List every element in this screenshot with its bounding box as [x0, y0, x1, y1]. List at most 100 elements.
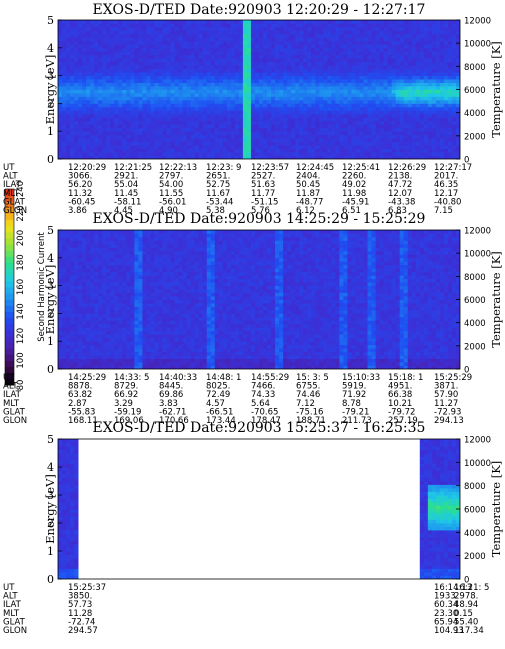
heatmap-cell: [343, 89, 348, 94]
heatmap-cell: [58, 257, 63, 262]
heatmap-cell: [182, 37, 188, 42]
heatmap-cell: [86, 282, 91, 287]
heatmap-cell: [94, 257, 99, 262]
heatmap-cell: [118, 120, 123, 125]
heatmap-cell: [379, 23, 385, 28]
heatmap-cell: [447, 106, 453, 111]
heatmap-cell: [66, 306, 71, 311]
heatmap-cell: [134, 268, 139, 273]
heatmap-cell: [351, 30, 356, 35]
heatmap-cell: [130, 236, 135, 241]
heatmap-cell: [202, 37, 208, 42]
heatmap-cell: [150, 44, 155, 49]
heatmap-cell: [339, 72, 344, 77]
heatmap-cell: [355, 155, 360, 159]
heatmap-cell: [415, 65, 421, 70]
heatmap-cell: [363, 155, 368, 159]
heatmap-cell: [447, 152, 453, 156]
heatmap-cell: [263, 103, 268, 108]
heatmap-cell: [355, 82, 360, 87]
heatmap-cell: [423, 113, 429, 118]
heatmap-cell: [238, 99, 244, 104]
heatmap-cell: [58, 296, 63, 300]
ephemeris-value: 56.20: [68, 180, 92, 190]
heatmap-cell: [114, 240, 119, 245]
heatmap-cell: [162, 72, 167, 77]
heatmap-cell: [299, 141, 304, 146]
heatmap-cell: [142, 313, 147, 318]
heatmap-cell: [315, 20, 320, 24]
heatmap-cell: [58, 106, 63, 111]
heatmap-cell: [190, 79, 196, 83]
heatmap-cell: [399, 113, 405, 118]
heatmap-cell: [371, 113, 376, 118]
heatmap-cell: [443, 134, 449, 139]
heatmap-cell: [82, 148, 87, 153]
heatmap-cell: [210, 47, 216, 52]
heatmap-cell: [359, 117, 364, 122]
heatmap-cell: [222, 134, 228, 139]
heatmap-cell: [94, 292, 99, 297]
heatmap-cell: [271, 131, 276, 136]
heatmap-cell: [190, 148, 196, 153]
heatmap-cell: [275, 148, 280, 153]
heatmap-cell: [198, 103, 204, 108]
colorbar-tick-label: 160: [16, 279, 26, 295]
heatmap-cell: [271, 106, 276, 111]
heatmap-cell: [134, 61, 139, 66]
heatmap-cell: [371, 145, 376, 149]
heatmap-cell: [94, 236, 99, 241]
heatmap-cell: [90, 51, 95, 56]
heatmap-cell: [259, 82, 264, 87]
heatmap-cell: [134, 316, 139, 321]
heatmap-cell: [170, 134, 175, 139]
heatmap-cell: [158, 134, 163, 139]
heatmap-cell: [439, 106, 445, 111]
heatmap-cell: [383, 145, 389, 149]
heatmap-cell: [351, 127, 356, 132]
heatmap-cell: [335, 54, 340, 59]
heatmap-cell: [343, 106, 348, 111]
heatmap-cell: [263, 23, 268, 28]
heatmap-cell: [110, 323, 115, 328]
heatmap-cell: [126, 61, 131, 66]
heatmap-cell: [303, 33, 308, 38]
heatmap-cell: [275, 68, 280, 73]
heatmap-cell: [351, 58, 356, 63]
heatmap-cell: [367, 110, 372, 115]
heatmap-cell: [271, 152, 276, 156]
heatmap-cell: [186, 99, 192, 104]
heatmap-cell: [70, 72, 75, 77]
heatmap-cell: [423, 75, 429, 80]
heatmap-cell: [267, 65, 272, 70]
heatmap-cell: [443, 124, 449, 129]
heatmap-cell: [130, 341, 135, 346]
heatmap-cell: [371, 99, 376, 104]
heatmap-cell: [126, 268, 131, 273]
heatmap-cell: [114, 289, 119, 293]
heatmap-cell: [259, 47, 264, 52]
heatmap-cell: [106, 292, 111, 297]
heatmap-cell: [246, 58, 252, 63]
heatmap-cell: [210, 26, 216, 31]
heatmap-cell: [110, 271, 115, 276]
heatmap-cell: [190, 99, 196, 104]
heatmap-cell: [186, 92, 192, 97]
heatmap-cell: [238, 44, 244, 49]
heatmap-cell: [343, 30, 348, 35]
heatmap-cell: [122, 37, 127, 42]
heatmap-cell: [315, 51, 320, 56]
heatmap-cell: [234, 44, 240, 49]
heatmap-cell: [162, 23, 167, 28]
heatmap-cell: [134, 344, 139, 349]
heatmap-cell: [98, 47, 103, 52]
heatmap-cell: [315, 54, 320, 59]
heatmap-cell: [158, 33, 163, 38]
heatmap-cell: [122, 131, 127, 136]
heatmap-cell: [78, 285, 83, 290]
heatmap-cell: [122, 86, 127, 90]
heatmap-cell: [431, 145, 437, 149]
heatmap-cell: [267, 106, 272, 111]
heatmap-cell: [439, 72, 445, 77]
heatmap-cell: [319, 145, 324, 149]
